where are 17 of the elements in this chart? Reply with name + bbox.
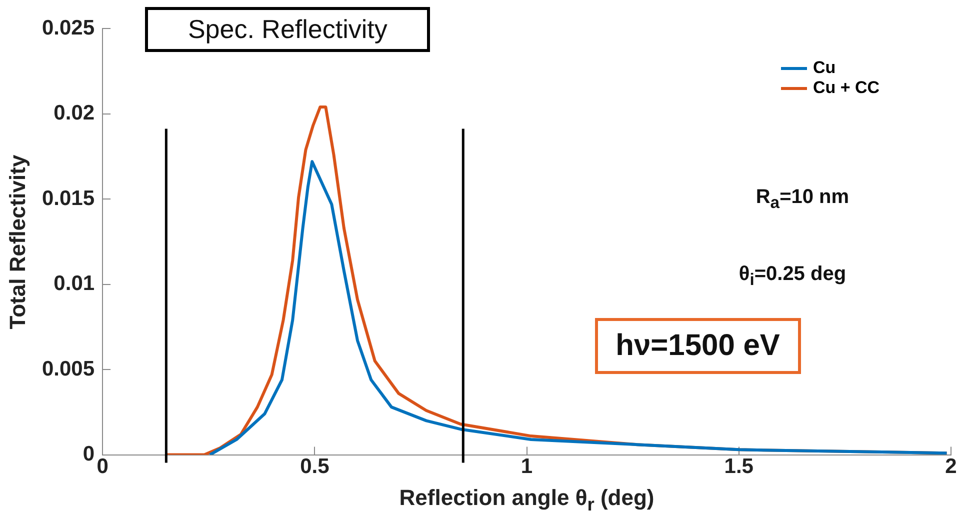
y-tick-label: 0.02 [54, 102, 95, 125]
legend-label: Cu [813, 58, 836, 78]
y-tick-label: 0.015 [42, 186, 95, 210]
annotation: R$_{a}$=10 nm [756, 186, 850, 214]
y-axis-title: Total Reflectivity [5, 154, 31, 329]
legend-label: Cu + CC [813, 78, 880, 98]
x-tick-label: 1 [520, 455, 533, 478]
x-tick-label: 2 [945, 455, 957, 478]
annotation: hν=1500 eV [594, 318, 801, 374]
y-tick-label: 0.01 [54, 272, 95, 296]
x-tick-label: 1.5 [724, 455, 754, 478]
y-tick-label: 0.025 [42, 16, 95, 40]
x-axis-title: Reflection angle θ$_{r}$ (deg) [399, 484, 654, 516]
annotation: θ$_{i}$=0.25 deg [738, 263, 846, 290]
annotation: Spec. Reflectivity [144, 7, 430, 52]
x-tick-label: 0.5 [300, 455, 330, 478]
y-tick-label: 0.005 [42, 357, 95, 380]
